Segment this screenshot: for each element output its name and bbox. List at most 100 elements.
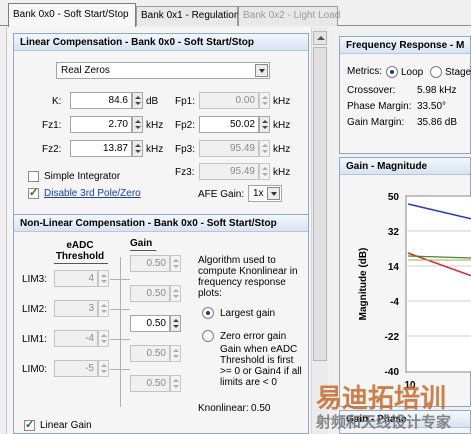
fp3-input[interactable]: 95.49: [199, 140, 259, 157]
gain1-spinner[interactable]: [170, 345, 181, 362]
fp2-unit: kHz: [273, 120, 291, 131]
gain-magnitude-title: Gain - Magnitude: [340, 158, 470, 175]
fp1-label: Fp1:: [175, 96, 196, 107]
gain-ladder-line: [120, 257, 121, 407]
afe-gain-label: AFE Gain:: [198, 189, 245, 200]
fp1-unit: kHz: [273, 96, 291, 107]
stage-radio[interactable]: [430, 66, 442, 78]
gain0-input[interactable]: 0.50: [130, 375, 170, 392]
loop-gain-series: [407, 203, 471, 220]
fp3-label: Fp3:: [175, 144, 196, 155]
crossover-label: Crossover:: [347, 85, 396, 96]
gain3-input[interactable]: 0.50: [130, 285, 170, 302]
zero-error-gain-description: Gain when eADC Threshold is first >= 0 o…: [220, 344, 302, 388]
algorithm-description: Algorithm used to compute Knonlinear in …: [198, 255, 298, 299]
disable-3rd-pole-zero-link[interactable]: Disable 3rd Pole/Zero: [44, 188, 141, 199]
ytick-label: 32: [388, 227, 400, 238]
plant-series: [407, 255, 471, 259]
knonlinear-value: 0.50: [251, 403, 271, 414]
loop-radio[interactable]: [386, 66, 398, 78]
simple-integrator-label: Simple Integrator: [44, 171, 121, 182]
stage-label: Stage: [445, 67, 471, 78]
fp2-label: Fp2:: [175, 120, 196, 131]
fp2-spinner[interactable]: [259, 116, 270, 133]
gain-margin-label: Gain Margin:: [347, 117, 405, 128]
knonlinear-label: Knonlinear:: [198, 403, 249, 414]
nonlinear-compensation-group: Non-Linear Compensation - Bank 0x0 - Sof…: [13, 214, 309, 434]
ytick-label: -22: [385, 332, 400, 343]
ladder-tick: [110, 369, 130, 370]
largest-gain-label: Largest gain: [220, 308, 276, 319]
scroll-up-arrow-icon[interactable]: [313, 31, 327, 45]
left-pane-scrollbar[interactable]: [311, 27, 328, 434]
linear-gain-label: Linear Gain: [40, 420, 92, 431]
fp1-input[interactable]: 0.00: [199, 92, 259, 109]
ytick-label: 50: [388, 192, 400, 203]
gain4-spinner[interactable]: [170, 255, 181, 272]
tab-bank2[interactable]: Bank 0x2 - Light Load: [238, 6, 340, 26]
fz1-spinner[interactable]: [132, 116, 143, 133]
compensation-mode-value: Real Zeros: [61, 65, 110, 76]
gain1-input[interactable]: 0.50: [130, 345, 170, 362]
tab-bank0[interactable]: Bank 0x0 - Soft Start/Stop: [8, 3, 136, 27]
disable-3rd-pole-zero-checkbox[interactable]: [28, 186, 39, 199]
ytick-label: -4: [390, 297, 399, 308]
fz2-input[interactable]: 13.87: [70, 140, 132, 157]
fp2-input[interactable]: 50.02: [199, 116, 259, 133]
fz3-label: Fz3:: [175, 167, 195, 178]
gain-header: Gain: [130, 238, 153, 249]
lim0-spinner[interactable]: [98, 360, 109, 377]
fz1-input[interactable]: 2.70: [70, 116, 132, 133]
ladder-tick: [110, 309, 130, 310]
k-unit: dB: [146, 96, 159, 107]
lim1-spinner[interactable]: [98, 330, 109, 347]
fz2-spinner[interactable]: [132, 140, 143, 157]
compensation-mode-select[interactable]: Real Zeros: [56, 62, 270, 79]
gain3-spinner[interactable]: [170, 285, 181, 302]
linear-gain-checkbox[interactable]: [24, 418, 35, 431]
scrollbar-thumb[interactable]: [313, 47, 327, 361]
y-axis-label: Magnitude (dB): [358, 248, 369, 321]
afe-gain-value: 1x: [253, 188, 264, 199]
lim0-threshold-input[interactable]: -5: [54, 360, 98, 377]
gain-phase-title: Gain - Phase: [340, 411, 470, 428]
frequency-response-title: Frequency Response - M: [340, 37, 470, 54]
gain2-input[interactable]: 0.50: [130, 315, 170, 332]
gain4-input[interactable]: 0.50: [130, 255, 170, 272]
lim2-label: LIM2:: [22, 304, 48, 315]
chevron-down-icon[interactable]: [255, 64, 268, 77]
chevron-down-icon[interactable]: [267, 187, 280, 200]
lim3-label: LIM3:: [22, 274, 48, 285]
lim1-label: LIM1:: [22, 334, 48, 345]
afe-gain-select[interactable]: 1x: [248, 185, 282, 202]
simple-integrator-checkbox[interactable]: [28, 171, 39, 182]
largest-gain-radio[interactable]: [202, 307, 214, 319]
lim2-spinner[interactable]: [98, 300, 109, 317]
lim1-threshold-input[interactable]: -4: [54, 330, 98, 347]
gain2-spinner[interactable]: [170, 315, 181, 332]
lim3-spinner[interactable]: [98, 270, 109, 287]
lim3-threshold-input[interactable]: 4: [54, 270, 98, 287]
tab-bank1[interactable]: Bank 0x1 - Regulation: [136, 6, 239, 26]
fz3-input[interactable]: 95.49: [199, 163, 259, 180]
k-spinner[interactable]: [132, 92, 143, 109]
watermark-tagline: 射频和天线设计专家: [316, 413, 452, 431]
fp3-unit: kHz: [273, 144, 291, 155]
fp3-spinner[interactable]: [259, 140, 270, 157]
left-pane: Linear Compensation - Bank 0x0 - Soft St…: [6, 27, 329, 434]
linear-compensation-title: Linear Compensation - Bank 0x0 - Soft St…: [14, 34, 308, 51]
fz2-label: Fz2:: [42, 144, 62, 155]
right-pane: Frequency Response - M Metrics: Loop Sta…: [333, 27, 471, 434]
gain-margin-value: 35.86 dB: [417, 117, 458, 128]
gain0-spinner[interactable]: [170, 375, 181, 392]
nonlinear-compensation-title: Non-Linear Compensation - Bank 0x0 - Sof…: [14, 215, 308, 232]
fp1-spinner[interactable]: [259, 92, 270, 109]
phase-margin-value: 33.50°: [417, 101, 447, 112]
fz3-spinner[interactable]: [259, 163, 270, 180]
gain-header-underline: [130, 250, 156, 251]
lim2-threshold-input[interactable]: 3: [54, 300, 98, 317]
k-input[interactable]: 84.6: [70, 92, 132, 109]
zero-error-gain-radio[interactable]: [202, 330, 214, 342]
fz1-label: Fz1:: [42, 120, 62, 131]
gain-magnitude-plot[interactable]: 50 32 14 -4 -22 -40 10 Magnitude (dB): [340, 176, 471, 406]
